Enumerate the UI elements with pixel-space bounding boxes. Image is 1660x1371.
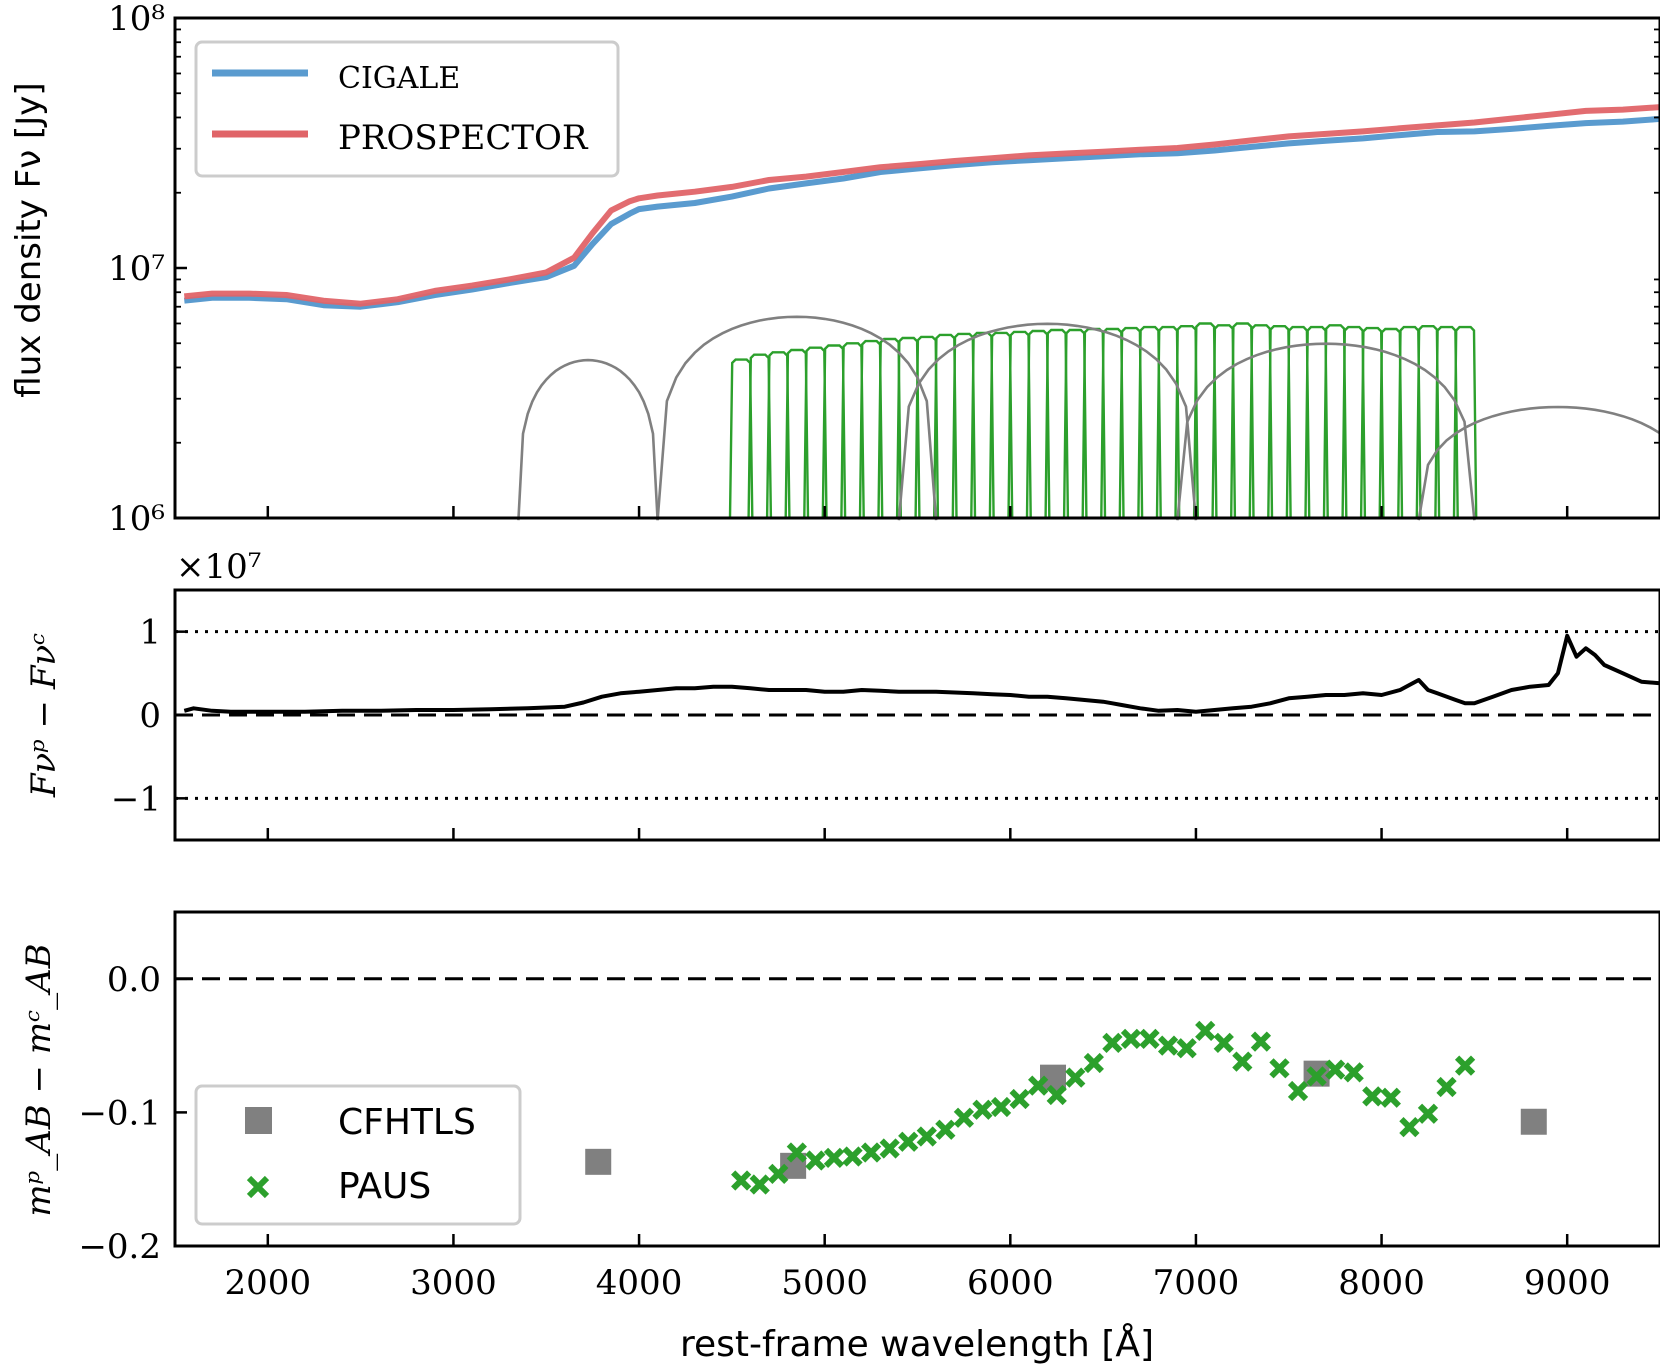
filter-curves — [517, 315, 1660, 521]
mid-ylabel: Fνᵖ − Fνᶜ — [24, 633, 64, 798]
paus-point — [786, 1142, 807, 1163]
paus-point — [1120, 1028, 1142, 1050]
paus-point — [1362, 1086, 1383, 1107]
paus-point — [1343, 1062, 1364, 1083]
top-ytick-label: 10⁶ — [108, 499, 165, 539]
mid-y-ticks: −1 0 1 — [111, 613, 187, 819]
xtick-label: 2000 — [225, 1263, 312, 1303]
top-ytick-label: 10⁷ — [108, 249, 165, 289]
magnitude-markers — [585, 1020, 1547, 1195]
bot-ytick-label: 0.0 — [107, 960, 161, 1000]
bottom-legend: CFHTLS PAUS — [194, 1084, 522, 1226]
legend-prospector-label: PROSPECTOR — [338, 118, 589, 158]
paus-point — [1436, 1076, 1457, 1098]
paus-filter-curve — [1452, 325, 1478, 519]
paus-point — [1250, 1031, 1272, 1052]
cfhtls-filter-curve — [1176, 342, 1476, 521]
paus-point — [1176, 1038, 1197, 1059]
paus-point — [1417, 1103, 1439, 1124]
x-axis-label: rest-frame wavelength [Å] — [680, 1322, 1154, 1365]
paus-point — [1139, 1028, 1160, 1050]
top-ylabel: flux density Fν [Jy] — [9, 82, 49, 397]
cfhtls-filter-curve — [517, 358, 659, 521]
paus-point — [879, 1138, 900, 1159]
legend-paus-swatch — [246, 1175, 270, 1199]
paus-point — [1213, 1032, 1234, 1054]
paus-point — [1195, 1020, 1216, 1042]
paus-point — [1083, 1052, 1104, 1074]
mid-ytick-label: 0 — [139, 696, 161, 736]
paus-point — [731, 1170, 752, 1191]
paus-point — [1399, 1116, 1420, 1138]
paus-point — [1102, 1032, 1123, 1054]
paus-point — [1306, 1066, 1327, 1087]
top-ytick-label: 10⁸ — [108, 0, 165, 39]
paus-point — [842, 1146, 863, 1167]
xtick-label: 3000 — [410, 1263, 497, 1303]
bot-ytick-label: −0.2 — [78, 1227, 161, 1267]
paus-point — [916, 1126, 937, 1147]
cfhtls-filter-curve — [1417, 405, 1660, 521]
mid-axes-frame — [173, 588, 1660, 842]
paus-point — [768, 1163, 789, 1184]
difference-line — [183, 633, 1660, 714]
paus-point — [1380, 1087, 1401, 1108]
mid-ytick-label: 1 — [139, 613, 161, 653]
paus-point — [1454, 1055, 1476, 1076]
mid-ytick-label: −1 — [111, 779, 161, 819]
legend-cfhtls-label: CFHTLS — [338, 1102, 476, 1143]
spectrum-lines — [183, 104, 1660, 310]
paus-point — [935, 1119, 956, 1140]
paus-point — [1046, 1084, 1067, 1106]
mid-multiplier-label: ×10⁷ — [176, 547, 261, 587]
cfhtls-filter-curve — [897, 322, 1198, 521]
bottom-legend-box — [194, 1084, 522, 1226]
xtick-label: 8000 — [1338, 1263, 1425, 1303]
flux-density-panel: 10⁶ 10⁷ 10⁸ flux density Fν [Jy] CIGALE PR… — [9, 0, 1660, 539]
paus-point — [823, 1147, 845, 1168]
top-y-ticks: 10⁶ 10⁷ 10⁸ — [108, 0, 1660, 539]
bot-y-ticks: −0.2 −0.1 0.0 — [78, 960, 187, 1267]
spectrum-line-prospector — [183, 104, 1660, 307]
xtick-label: 5000 — [781, 1263, 868, 1303]
bot-ytick-label: −0.1 — [78, 1093, 161, 1133]
spectrum-line-cigale — [183, 115, 1660, 310]
paus-point — [1325, 1059, 1346, 1080]
paus-point — [1232, 1051, 1253, 1072]
difference-panel: −1 0 1 ×10⁷ Fνᵖ − Fνᶜ — [24, 547, 1660, 842]
legend-paus-label: PAUS — [338, 1166, 431, 1207]
x-ticks: 2000 3000 4000 5000 6000 7000 8000 9000 — [225, 506, 1611, 1303]
paus-point — [749, 1174, 770, 1195]
paus-point — [1065, 1067, 1086, 1088]
paus-point — [953, 1107, 975, 1128]
paus-point — [1009, 1088, 1030, 1110]
paus-point — [1028, 1075, 1049, 1096]
bot-ylabel: mᵖ_AB − mᶜ_AB — [19, 943, 59, 1216]
xtick-label: 9000 — [1524, 1263, 1611, 1303]
paus-point — [1157, 1035, 1179, 1056]
paus-point — [1269, 1058, 1290, 1079]
bot-axes-frame — [173, 910, 1660, 1248]
cfhtls-point — [585, 1148, 612, 1175]
paus-point — [1287, 1080, 1309, 1102]
cfhtls-point — [1520, 1108, 1547, 1135]
magnitude-panel: −0.2 −0.1 0.0 2000 3000 4000 5000 6000 7000 8000… — [19, 506, 1660, 1365]
top-legend: CIGALE PROSPECTOR — [194, 40, 620, 178]
top-axes-frame — [173, 16, 1660, 520]
legend-cfhtls-swatch — [245, 1107, 272, 1134]
paus-point — [860, 1142, 882, 1163]
paus-point — [990, 1096, 1012, 1118]
xtick-label: 7000 — [1153, 1263, 1240, 1303]
cfhtls-filter-curve — [656, 315, 938, 521]
legend-cigale-label: CIGALE — [338, 61, 460, 96]
paus-point — [805, 1150, 826, 1171]
xtick-label: 4000 — [596, 1263, 683, 1303]
xtick-label: 6000 — [967, 1263, 1054, 1303]
paus-point — [898, 1131, 919, 1152]
paus-point — [972, 1099, 993, 1120]
difference-series-line — [183, 633, 1660, 714]
